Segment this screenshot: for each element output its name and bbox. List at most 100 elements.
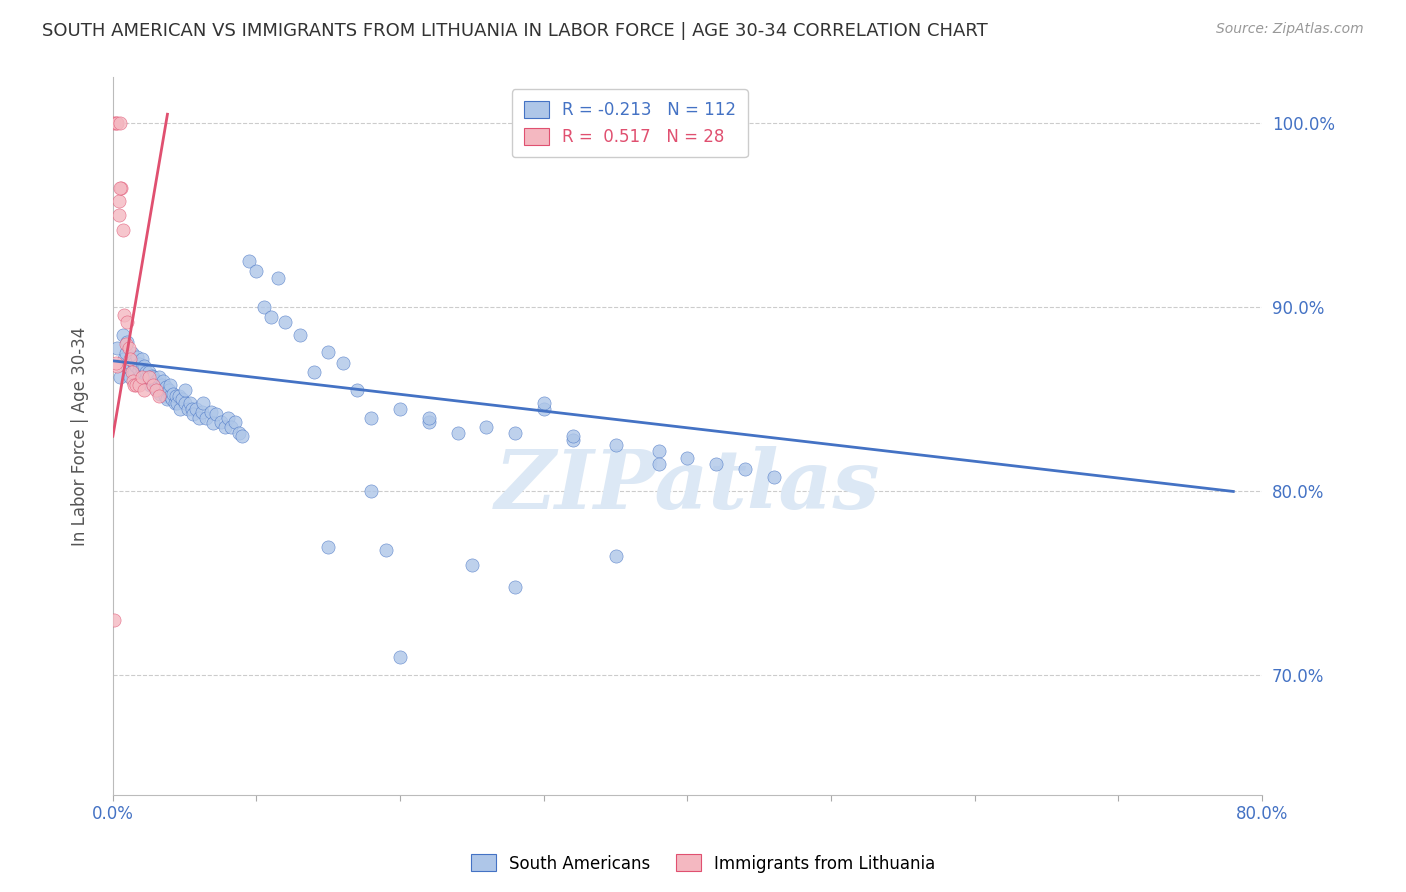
Point <box>148 389 170 403</box>
Point <box>141 368 163 383</box>
Point <box>704 457 727 471</box>
Point <box>131 361 153 376</box>
Point <box>115 315 138 329</box>
Point <box>142 377 165 392</box>
Point <box>169 401 191 416</box>
Point <box>533 396 555 410</box>
Point <box>332 356 354 370</box>
Point <box>149 387 172 401</box>
Point <box>191 405 214 419</box>
Point <box>360 410 382 425</box>
Point <box>107 194 129 208</box>
Point <box>648 444 671 458</box>
Text: Source: ZipAtlas.com: Source: ZipAtlas.com <box>1216 22 1364 37</box>
Point <box>145 374 167 388</box>
Point <box>138 374 160 388</box>
Point <box>202 417 225 431</box>
Text: SOUTH AMERICAN VS IMMIGRANTS FROM LITHUANIA IN LABOR FORCE | AGE 30-34 CORRELATI: SOUTH AMERICAN VS IMMIGRANTS FROM LITHUA… <box>42 22 988 40</box>
Point <box>138 370 160 384</box>
Point <box>200 405 222 419</box>
Point <box>107 209 129 223</box>
Point <box>103 116 125 130</box>
Point <box>159 377 181 392</box>
Point <box>146 384 169 398</box>
Point <box>734 462 756 476</box>
Point <box>103 613 125 627</box>
Point <box>150 377 173 392</box>
Point <box>166 396 188 410</box>
Point <box>503 425 526 440</box>
Point <box>318 344 340 359</box>
Point <box>128 377 150 392</box>
Point <box>134 384 156 398</box>
Point <box>128 358 150 372</box>
Point <box>121 346 143 360</box>
Point <box>346 384 368 398</box>
Point <box>253 301 276 315</box>
Point <box>418 415 440 429</box>
Point <box>186 401 208 416</box>
Point <box>389 401 412 416</box>
Point <box>110 181 132 195</box>
Point <box>111 328 134 343</box>
Point <box>160 392 183 407</box>
Point <box>122 353 145 368</box>
Point <box>446 425 468 440</box>
Point <box>108 370 131 384</box>
Point <box>142 377 165 392</box>
Point <box>108 181 131 195</box>
Point <box>136 370 159 384</box>
Point <box>389 650 412 665</box>
Point <box>274 315 297 329</box>
Point <box>139 377 162 392</box>
Point <box>124 365 146 379</box>
Point <box>224 415 246 429</box>
Point <box>605 438 627 452</box>
Point <box>145 384 167 398</box>
Point <box>461 558 484 572</box>
Point <box>360 484 382 499</box>
Point <box>374 543 396 558</box>
Point <box>533 401 555 416</box>
Point <box>648 457 671 471</box>
Point <box>173 396 195 410</box>
Point <box>128 363 150 377</box>
Point <box>104 356 127 370</box>
Point <box>179 396 201 410</box>
Point <box>118 341 141 355</box>
Point <box>131 351 153 366</box>
Point <box>605 549 627 563</box>
Point <box>125 377 148 392</box>
Y-axis label: In Labor Force | Age 30-34: In Labor Force | Age 30-34 <box>72 326 89 546</box>
Point <box>302 365 325 379</box>
Point <box>288 328 311 343</box>
Point <box>114 346 136 360</box>
Point <box>561 433 583 447</box>
Point <box>318 540 340 554</box>
Point <box>127 350 149 364</box>
Point <box>120 356 142 370</box>
Point <box>115 335 138 350</box>
Point <box>162 387 184 401</box>
Point <box>143 379 166 393</box>
Point <box>238 254 260 268</box>
Point <box>170 392 193 407</box>
Point <box>475 420 498 434</box>
Point <box>245 263 267 277</box>
Point <box>217 410 239 425</box>
Point <box>159 389 181 403</box>
Point <box>219 420 242 434</box>
Point <box>156 392 179 407</box>
Point <box>104 116 127 130</box>
Point <box>231 429 253 443</box>
Point <box>155 379 177 393</box>
Point <box>131 370 153 384</box>
Point <box>142 370 165 384</box>
Point <box>132 368 155 383</box>
Point <box>267 271 290 285</box>
Point <box>134 374 156 388</box>
Point <box>129 368 152 383</box>
Point <box>134 359 156 374</box>
Point <box>762 469 785 483</box>
Point <box>112 308 135 322</box>
